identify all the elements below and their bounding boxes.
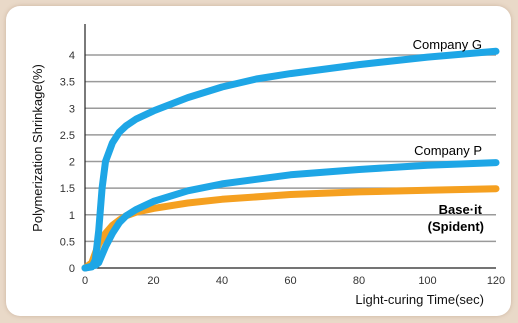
y-tick-label: 2.5 bbox=[60, 130, 75, 142]
x-tick-label: 20 bbox=[147, 275, 159, 287]
y-tick-label: 0 bbox=[69, 263, 75, 275]
shrinkage-line-chart: 0 0.5 1 1.5 2 2.5 3 3.5 4 0 20 40 60 80 100 120 Compan… bbox=[30, 24, 505, 307]
x-tick-label: 40 bbox=[216, 275, 228, 287]
y-tick-label: 0.5 bbox=[60, 236, 75, 248]
x-tick-label: 60 bbox=[284, 275, 296, 287]
y-tick-label: 2 bbox=[69, 157, 75, 169]
y-tick-label: 3.5 bbox=[60, 77, 75, 89]
y-axis-label: Polymerization Shrinkage(%) bbox=[30, 64, 45, 232]
y-tick-label: 1.5 bbox=[60, 183, 75, 195]
chart-card: 0 0.5 1 1.5 2 2.5 3 3.5 4 0 20 40 60 80 100 120 Compan… bbox=[6, 6, 511, 316]
x-axis-ticks: 0 20 40 60 80 100 120 bbox=[82, 275, 505, 287]
x-tick-label: 80 bbox=[353, 275, 365, 287]
x-tick-label: 100 bbox=[418, 275, 436, 287]
series-label-spident: (Spident) bbox=[428, 219, 484, 234]
y-tick-label: 4 bbox=[69, 50, 75, 62]
series-label-company-p: Company P bbox=[414, 143, 482, 158]
y-tick-label: 1 bbox=[69, 210, 75, 222]
x-tick-label: 0 bbox=[82, 275, 88, 287]
x-tick-label: 120 bbox=[487, 275, 505, 287]
series-lines bbox=[81, 47, 500, 272]
y-tick-label: 3 bbox=[69, 103, 75, 115]
series-line-company-g bbox=[81, 47, 500, 272]
y-axis-ticks: 0 0.5 1 1.5 2 2.5 3 3.5 4 bbox=[60, 50, 75, 275]
x-axis-label: Light-curing Time(sec) bbox=[355, 292, 484, 307]
series-label-base-it: Base·it bbox=[439, 202, 483, 217]
series-label-company-g: Company G bbox=[413, 37, 482, 52]
series-line-company-p bbox=[81, 159, 500, 272]
